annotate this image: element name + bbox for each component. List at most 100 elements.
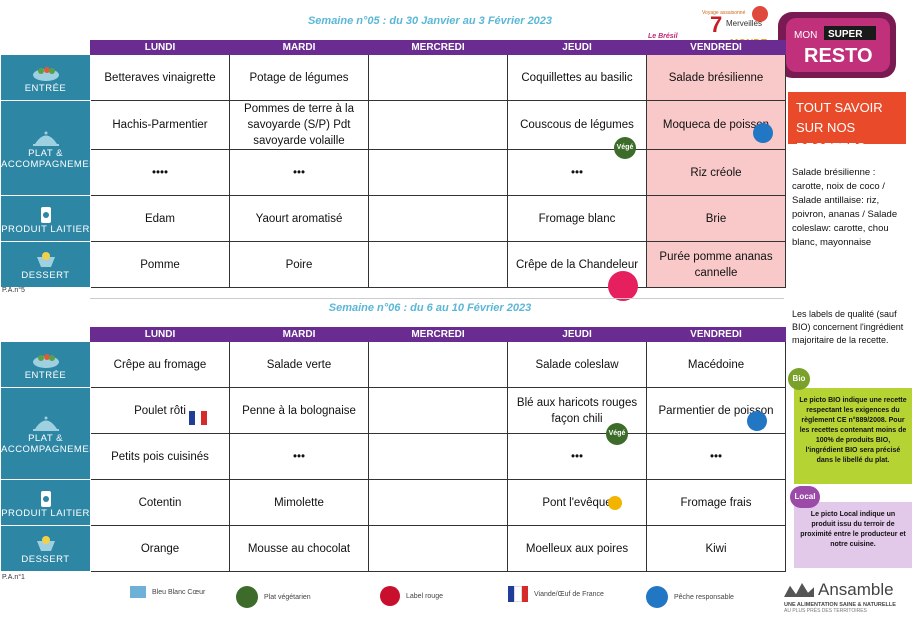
menu-cell: Pont l'evêque [507,479,647,526]
category-dessert: DESSERT [0,241,91,288]
table-row: PRODUIT LAITIER Cotentin Mimolette Pont … [0,479,786,526]
table-row: ENTRÉE Betteraves vinaigrette Potage de … [0,54,786,101]
sidebar-recipes: Salade brésilienne : carotte, noix de co… [792,167,898,248]
fish-icon [753,123,773,143]
brasil-label: Le Brésil [648,33,678,40]
day-header: MERCREDI [368,327,508,342]
category-dessert: DESSERT [0,525,91,572]
week1-footer: P.A.n°5 [2,287,25,294]
table-row: •••• ••• ••• Riz créole [1,149,786,196]
french-flag-icon [508,586,528,602]
legend-item: Label rouge [380,586,443,606]
svg-text:Merveilles: Merveilles [726,19,762,28]
menu-cell: Penne à la bolognaise [229,387,369,434]
menu-cell: Salade coleslaw [507,341,647,388]
cloche-icon [32,131,59,146]
legend-label: Label rouge [406,592,443,600]
menu-cell: ••• [507,433,647,480]
week-divider [90,298,784,299]
menu-cell: Yaourt aromatisé [229,195,369,242]
menu-cell: Coquillettes au basilic [507,54,647,101]
menu-cell: Fromage blanc [507,195,647,242]
table-row: PLAT & ACCOMPAGNEMENT Poulet rôti Penne … [0,387,786,480]
day-header: VENDREDI [646,40,786,55]
svg-text:SUPER: SUPER [828,29,863,40]
menu-cell: Parmentier de poisson [646,387,786,434]
bio-badge: Bio [788,368,810,390]
category-plat: PLAT & ACCOMPAGNEMENT [0,100,102,196]
category-label: ENTRÉE [24,369,67,381]
brand-block: Ansamble UNE ALIMENTATION SAINE & NATURE… [784,580,908,614]
cloche-icon [32,416,59,431]
menu-cell [368,341,508,388]
menu-cell [368,195,508,242]
menu-cell [368,241,508,288]
week2-title: Semaine n°06 : du 6 au 10 Février 2023 [328,302,532,314]
legend-item: Plat végétarien [236,586,311,608]
menu-cell-text: Blé aux haricots rouges façon chili [516,396,638,425]
menu-cell: ••• [229,149,369,196]
category-label: ENTRÉE [24,82,67,94]
svg-text:RESTO: RESTO [804,45,873,67]
category-laitier: PRODUIT LAITIER [0,479,91,526]
menu-cell: Brie [646,195,786,242]
menu-cell: Pommes de terre à la savoyarde (S/P) Pdt… [229,100,369,150]
menu-cell-text: Crêpe de la Chandeleur [515,258,639,271]
ansamble-logo-icon [784,583,814,597]
menu-cell: Pomme [90,241,230,288]
table-row: DESSERT Pomme Poire Crêpe de la Chandele… [0,241,786,301]
week1-menu-table: LUNDI MARDI MERCREDI JEUDI VENDREDI ENTR… [0,40,786,301]
sidebar-heading: TOUT SAVOIR SUR NOS RECETTES [788,92,906,155]
day-header: JEUDI [507,40,647,55]
milk-can-icon [40,490,51,507]
menu-cell [368,525,508,572]
menu-cell [368,54,508,101]
local-badge: Local [790,486,820,508]
fish-icon [747,411,767,431]
resto-logo-icon: MON SUPER RESTO [778,12,896,78]
local-box: Le picto Local indique un produit issu d… [794,502,912,568]
menu-cell: Petits pois cuisinés [90,433,230,480]
menu-cell: Kiwi [646,525,786,572]
brand-tagline: UNE ALIMENTATION SAINE & NATURELLE [784,602,896,608]
week1-title: Semaine n°05 : du 30 Janvier au 3 Févrie… [307,15,553,27]
week2-footer: P.A.n°1 [2,574,25,581]
milk-can-icon [40,206,51,223]
day-header: JEUDI [507,327,647,342]
day-header: MERCREDI [368,40,508,55]
legend-label: Pêche responsable [674,593,734,601]
category-label: DESSERT [21,269,70,281]
menu-cell: Salade brésilienne [646,54,786,101]
menu-cell: •••• [90,149,230,196]
menu-cell: Mimolette [229,479,369,526]
menu-cell [368,100,508,150]
menu-cell: Hachis-Parmentier [90,100,230,150]
dessert-cup-icon [36,535,55,551]
menu-cell: Macédoine [646,341,786,388]
label-rouge-icon [380,586,400,606]
category-entree: ENTRÉE [0,54,91,101]
sidebar-labels-note: Les labels de qualité (sauf BIO) concern… [792,309,904,345]
table-row: PLAT & ACCOMPAGNEMENT Hachis-Parmentier … [0,100,786,196]
day-header: MARDI [229,40,369,55]
category-label: DESSERT [21,553,70,565]
menu-cell: ••• [507,149,647,196]
day-header: VENDREDI [646,327,786,342]
menu-cell: Poulet rôti [90,387,230,434]
menu-cell-text: Moqueca de poisson [662,119,770,131]
menu-cell: Cotentin [90,479,230,526]
menu-cell-text: Poulet rôti [134,404,186,417]
aop-icon [608,496,622,510]
svg-text:Voyage assaisonné: Voyage assaisonné [702,10,746,16]
day-header: LUNDI [90,327,230,342]
bio-box: Le picto BIO indique une recette respect… [794,388,912,484]
resto-logo: MON SUPER RESTO [774,6,904,84]
fish-icon [646,586,668,608]
category-label: PLAT & ACCOMPAGNEMENT [1,433,103,455]
legend-item: Pêche responsable [646,586,734,608]
week2-menu-table: LUNDI MARDI MERCREDI JEUDI VENDREDI ENTR… [0,327,786,572]
french-flag-icon [189,411,207,425]
menu-cell: Betteraves vinaigrette [90,54,230,101]
menu-cell [368,479,508,526]
category-label: PRODUIT LAITIER [1,507,90,519]
